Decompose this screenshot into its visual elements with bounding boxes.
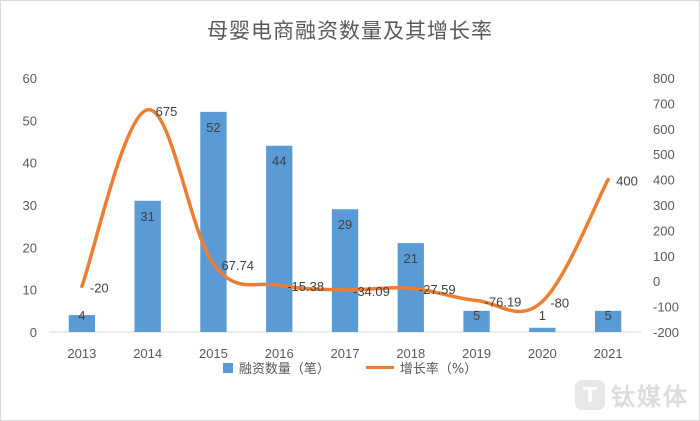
y-right-tick-label: -100: [653, 300, 679, 315]
bar: [200, 111, 227, 332]
y-left-tick-label: 10: [23, 283, 37, 298]
y-right-tick-label: 100: [653, 249, 675, 264]
x-tick-label: 2015: [199, 346, 228, 361]
legend-bar-swatch: [222, 362, 233, 373]
bar: [594, 310, 622, 332]
y-left-tick-label: 20: [23, 240, 37, 255]
line-value-label: -27.59: [419, 282, 456, 297]
y-right-tick-label: 600: [653, 122, 675, 137]
y-right-tick-label: 800: [653, 71, 675, 86]
bar: [529, 327, 556, 332]
legend-line-label: 增长率（%）: [399, 362, 478, 377]
legend-item-bar: 融资数量（笔）: [222, 358, 330, 377]
bar-value-label: 21: [404, 251, 418, 266]
y-left-tick-label: 60: [23, 71, 37, 86]
growth-rate-line: [80, 108, 610, 314]
bar: [134, 200, 161, 332]
y-right-tick-label: 0: [653, 274, 660, 289]
y-left-tick-label: 50: [23, 113, 37, 128]
legend-bar-label: 融资数量（笔）: [238, 362, 330, 377]
x-tick-label: 2020: [528, 346, 557, 361]
x-tick-label: 2014: [133, 346, 162, 361]
y-right-tick-label: 500: [653, 147, 675, 162]
y-right-tick-label: 700: [653, 96, 675, 111]
bar-value-label: 5: [604, 308, 611, 323]
bar: [266, 145, 293, 332]
y-left-tick-label: 0: [30, 325, 37, 340]
x-tick-label: 2017: [331, 346, 360, 361]
x-tick-label: 2018: [396, 346, 425, 361]
legend: 融资数量（笔） 增长率（%）: [1, 358, 699, 377]
line-value-label: -20: [90, 280, 109, 295]
line-value-label: -80: [550, 296, 569, 311]
y-right-tick-label: -200: [653, 325, 679, 340]
bar: [68, 315, 96, 332]
bar-value-label: 5: [473, 308, 480, 323]
line-value-label: -15.38: [287, 279, 324, 294]
watermark-text: 钛媒体: [611, 383, 689, 411]
watermark-logo-icon: T: [575, 379, 605, 410]
y-right-tick-label: 300: [653, 198, 675, 213]
line-value-label: -34.09: [353, 284, 390, 299]
bar-value-label: 44: [272, 154, 286, 169]
y-left-tick-label: 30: [23, 198, 37, 213]
x-tick-label: 2021: [594, 346, 623, 361]
y-left-tick-label: 40: [23, 156, 37, 171]
x-tick-label: 2013: [67, 346, 96, 361]
line-value-label: 400: [616, 174, 638, 189]
bar-value-label: 52: [206, 120, 220, 135]
bar-value-label: 29: [338, 217, 352, 232]
bar-value-label: 31: [140, 209, 154, 224]
legend-item-line: 增长率（%）: [365, 358, 478, 377]
bar-value-label: 4: [78, 308, 85, 323]
y-right-tick-label: 400: [653, 173, 675, 188]
line-value-label: 67.74: [221, 258, 254, 273]
bar: [331, 209, 359, 332]
line-value-label: -76.19: [485, 295, 522, 310]
watermark: T 钛媒体: [575, 377, 689, 412]
bar-value-label: 1: [539, 308, 546, 323]
y-right-tick-label: 200: [653, 223, 675, 238]
x-tick-label: 2019: [462, 346, 491, 361]
chart-title: 母婴电商融资数量及其增长率: [207, 19, 493, 43]
bar: [463, 310, 490, 332]
x-tick-label: 2016: [265, 346, 294, 361]
line-value-label: 675: [156, 104, 178, 119]
legend-line-swatch: [365, 366, 394, 369]
